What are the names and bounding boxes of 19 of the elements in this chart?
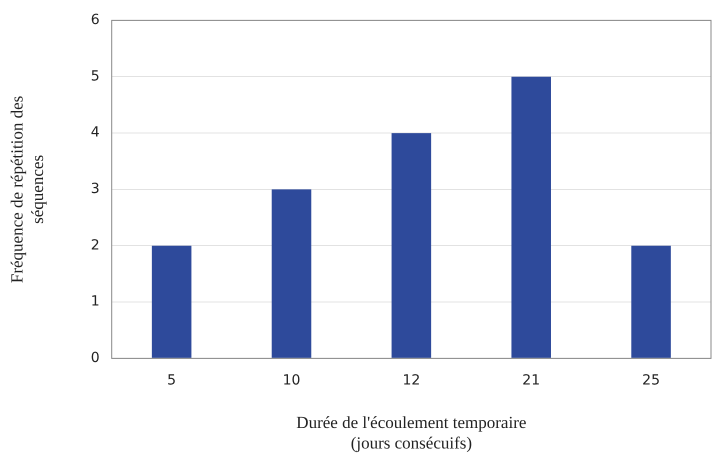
y-tick-label: 6: [90, 12, 100, 28]
y-tick-label: 1: [90, 294, 100, 310]
y-tick-label: 5: [90, 68, 100, 84]
y-tick-label: 2: [90, 237, 100, 254]
y-tick-label: 4: [90, 124, 100, 141]
x-tick-label: 12: [402, 372, 420, 388]
bar: [631, 246, 671, 358]
y-tick-label: 0: [90, 350, 100, 366]
bar: [152, 246, 192, 358]
x-axis-title: Durée de l'écoulement temporaire (jours consécuifs): [296, 412, 526, 452]
bar: [392, 133, 432, 358]
bar: [511, 76, 551, 358]
x-tick-label: 10: [282, 372, 300, 388]
x-tick-label: 5: [167, 372, 176, 388]
y-tick-label: 3: [90, 181, 100, 198]
x-tick-label: 21: [522, 372, 540, 388]
bar: [272, 189, 312, 358]
x-tick-label: 25: [642, 372, 660, 388]
y-axis-title: Fréquence de répétition des séquences: [8, 96, 48, 284]
